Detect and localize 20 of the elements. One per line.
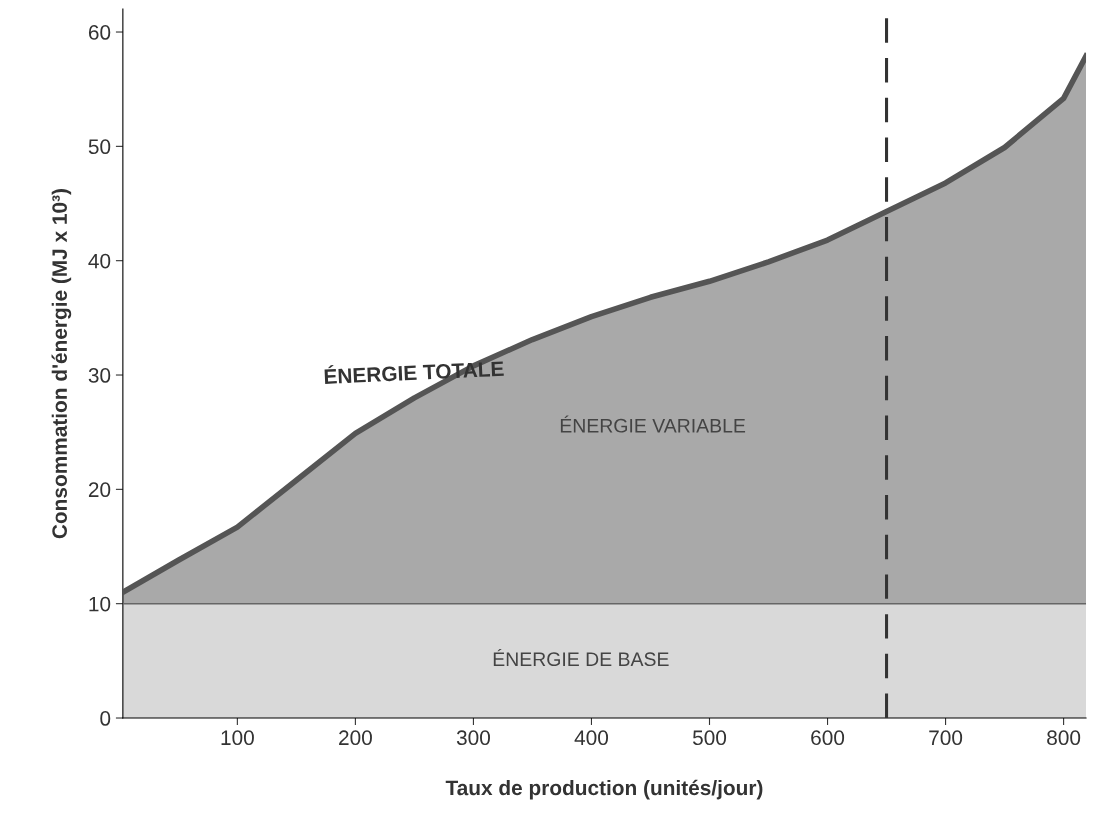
x-tick-label: 100: [221, 730, 254, 746]
x-tick-label: 300: [456, 730, 490, 746]
y-axis-title: Consommation d'énergie (MJ x 10³): [51, 189, 72, 539]
y-tick-label: 40: [88, 253, 111, 269]
y-tick-label: 50: [88, 139, 111, 155]
x-tick-label: 600: [811, 730, 845, 746]
series-label: ÉNERGIE TOTALE: [324, 357, 504, 385]
y-tick-label: 0: [100, 711, 111, 726]
y-tick-label: 60: [88, 25, 111, 40]
annotation: ÉNERGIE VARIABLE: [560, 415, 746, 433]
y-tick-label: 20: [88, 482, 111, 498]
x-tick-label: 500: [692, 730, 727, 746]
x-axis-title: Taux de production (unités/jour): [445, 779, 763, 800]
x-tick-label: 400: [574, 730, 609, 746]
x-tick-label: 700: [929, 730, 963, 746]
y-tick-label: 10: [89, 596, 111, 612]
series-label: ÉNERGIE DE BASE: [493, 649, 669, 667]
y-tick-label: 30: [88, 368, 111, 383]
x-tick-label: 200: [339, 730, 372, 746]
x-tick-label: 800: [1047, 730, 1081, 746]
